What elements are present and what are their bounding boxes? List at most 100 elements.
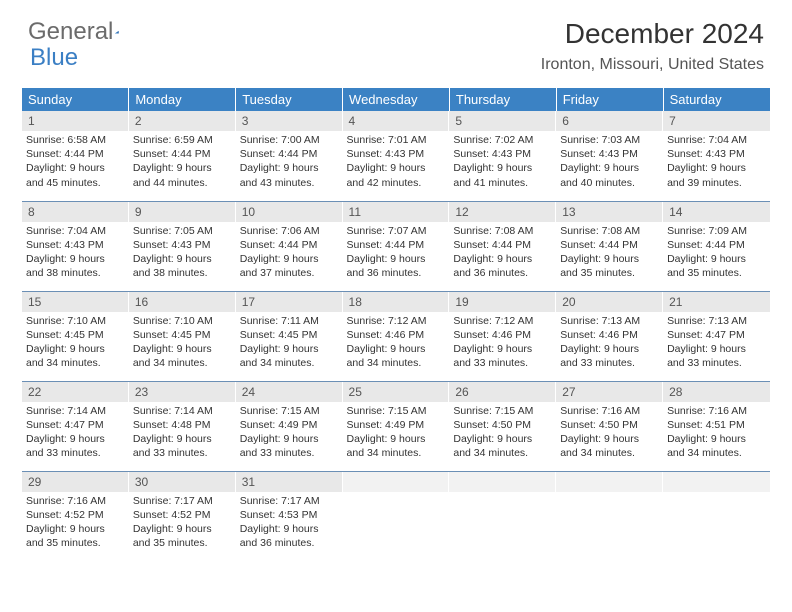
month-title: December 2024 [541,18,764,50]
calendar-day-cell [556,471,663,561]
daylight-line: Daylight: 9 hours and 38 minutes. [26,252,125,280]
sunset-line: Sunset: 4:53 PM [240,508,339,522]
calendar-day-cell: 17Sunrise: 7:11 AMSunset: 4:45 PMDayligh… [236,291,343,381]
daylight-line: Daylight: 9 hours and 33 minutes. [560,342,659,370]
calendar-day-cell: 6Sunrise: 7:03 AMSunset: 4:43 PMDaylight… [556,111,663,201]
day-number: 3 [236,111,343,131]
calendar-day-cell: 13Sunrise: 7:08 AMSunset: 4:44 PMDayligh… [556,201,663,291]
calendar-day-cell: 3 Sunrise: 7:00 AMSunset: 4:44 PMDaylight… [236,111,343,201]
sunset-line: Sunset: 4:46 PM [560,328,659,342]
sunset-line: Sunset: 4:44 PM [26,147,125,161]
day-content: Sunrise: 7:08 AMSunset: 4:44 PMDaylight:… [556,222,663,285]
day-number: 13 [556,202,663,222]
sunset-line: Sunset: 4:50 PM [560,418,659,432]
day-number: 27 [556,382,663,402]
day-number: 15 [22,292,129,312]
day-content: Sunrise: 7:13 AMSunset: 4:46 PMDaylight:… [556,312,663,375]
calendar-day-cell: 2Sunrise: 6:59 AMSunset: 4:44 PMDaylight… [129,111,236,201]
sunrise-line: Sunrise: 7:15 AM [347,404,446,418]
sunset-line: Sunset: 4:50 PM [453,418,552,432]
sunset-line: Sunset: 4:44 PM [240,238,339,252]
sunset-line: Sunset: 4:47 PM [667,328,766,342]
day-content-empty [343,492,450,552]
daylight-line: Daylight: 9 hours and 39 minutes. [667,161,766,189]
daylight-line: Daylight: 9 hours and 43 minutes. [240,161,339,189]
day-number-empty [663,472,770,492]
sunrise-line: Sunrise: 7:07 AM [347,224,446,238]
daylight-line: Daylight: 9 hours and 35 minutes. [560,252,659,280]
calendar-day-cell: 25Sunrise: 7:15 AMSunset: 4:49 PMDayligh… [343,381,450,471]
day-number: 30 [129,472,236,492]
calendar-day-cell: 15Sunrise: 7:10 AMSunset: 4:45 PMDayligh… [22,291,129,381]
sunset-line: Sunset: 4:43 PM [667,147,766,161]
day-number-empty [343,472,450,492]
daylight-line: Daylight: 9 hours and 34 minutes. [667,432,766,460]
daylight-line: Daylight: 9 hours and 35 minutes. [26,522,125,550]
day-number: 19 [449,292,556,312]
calendar-day-cell: 7Sunrise: 7:04 AMSunset: 4:43 PMDaylight… [663,111,770,201]
sunrise-line: Sunrise: 7:04 AM [667,133,766,147]
sunrise-line: Sunrise: 6:59 AM [133,133,232,147]
calendar-week-row: 8Sunrise: 7:04 AMSunset: 4:43 PMDaylight… [22,201,770,291]
weekday-header: Saturday [663,88,770,111]
sunset-line: Sunset: 4:44 PM [133,147,232,161]
calendar-day-cell [663,471,770,561]
daylight-line: Daylight: 9 hours and 36 minutes. [240,522,339,550]
daylight-line: Daylight: 9 hours and 35 minutes. [667,252,766,280]
sunrise-line: Sunrise: 7:02 AM [453,133,552,147]
day-content: Sunrise: 7:17 AMSunset: 4:52 PMDaylight:… [129,492,236,555]
calendar-day-cell: 18Sunrise: 7:12 AMSunset: 4:46 PMDayligh… [343,291,450,381]
calendar-week-row: 1Sunrise: 6:58 AMSunset: 4:44 PMDaylight… [22,111,770,201]
daylight-line: Daylight: 9 hours and 38 minutes. [133,252,232,280]
day-number: 5 [449,111,556,131]
calendar-day-cell: 11Sunrise: 7:07 AMSunset: 4:44 PMDayligh… [343,201,450,291]
sunrise-line: Sunrise: 6:58 AM [26,133,125,147]
calendar-day-cell [343,471,450,561]
logo-triangle-icon [115,23,119,41]
calendar-week-row: 15Sunrise: 7:10 AMSunset: 4:45 PMDayligh… [22,291,770,381]
sunrise-line: Sunrise: 7:15 AM [453,404,552,418]
calendar-day-cell: 26 Sunrise: 7:15 AMSunset: 4:50 PMDayligh… [449,381,556,471]
calendar-day-cell: 10Sunrise: 7:06 AMSunset: 4:44 PMDayligh… [236,201,343,291]
day-content: Sunrise: 7:01 AMSunset: 4:43 PMDaylight:… [343,131,450,194]
day-content: Sunrise: 7:16 AMSunset: 4:52 PMDaylight:… [22,492,129,555]
weekday-header: Friday [556,88,663,111]
day-number: 26 [449,382,556,402]
sunset-line: Sunset: 4:46 PM [347,328,446,342]
sunset-line: Sunset: 4:43 PM [133,238,232,252]
calendar-day-cell: 12Sunrise: 7:08 AMSunset: 4:44 PMDayligh… [449,201,556,291]
sunrise-line: Sunrise: 7:00 AM [240,133,339,147]
daylight-line: Daylight: 9 hours and 34 minutes. [347,342,446,370]
day-number: 12 [449,202,556,222]
day-number-empty [449,472,556,492]
daylight-line: Daylight: 9 hours and 33 minutes. [453,342,552,370]
sunrise-line: Sunrise: 7:04 AM [26,224,125,238]
sunset-line: Sunset: 4:52 PM [133,508,232,522]
day-number: 16 [129,292,236,312]
sunset-line: Sunset: 4:48 PM [133,418,232,432]
weekday-header: Monday [129,88,236,111]
daylight-line: Daylight: 9 hours and 35 minutes. [133,522,232,550]
calendar-day-cell: 9Sunrise: 7:05 AMSunset: 4:43 PMDaylight… [129,201,236,291]
sunset-line: Sunset: 4:43 PM [26,238,125,252]
calendar-day-cell: 1Sunrise: 6:58 AMSunset: 4:44 PMDaylight… [22,111,129,201]
day-number: 25 [343,382,450,402]
daylight-line: Daylight: 9 hours and 40 minutes. [560,161,659,189]
day-content: Sunrise: 7:06 AMSunset: 4:44 PMDaylight:… [236,222,343,285]
day-number: 29 [22,472,129,492]
sunset-line: Sunset: 4:46 PM [453,328,552,342]
daylight-line: Daylight: 9 hours and 34 minutes. [453,432,552,460]
day-content: Sunrise: 7:04 AMSunset: 4:43 PMDaylight:… [22,222,129,285]
sunset-line: Sunset: 4:43 PM [347,147,446,161]
sunset-line: Sunset: 4:44 PM [240,147,339,161]
calendar-day-cell: 8Sunrise: 7:04 AMSunset: 4:43 PMDaylight… [22,201,129,291]
sunrise-line: Sunrise: 7:14 AM [133,404,232,418]
daylight-line: Daylight: 9 hours and 34 minutes. [133,342,232,370]
weekday-header: Thursday [449,88,556,111]
brand-text-2: Blue [30,44,78,72]
sunrise-line: Sunrise: 7:01 AM [347,133,446,147]
sunrise-line: Sunrise: 7:12 AM [453,314,552,328]
sunrise-line: Sunrise: 7:10 AM [26,314,125,328]
sunset-line: Sunset: 4:47 PM [26,418,125,432]
daylight-line: Daylight: 9 hours and 33 minutes. [667,342,766,370]
